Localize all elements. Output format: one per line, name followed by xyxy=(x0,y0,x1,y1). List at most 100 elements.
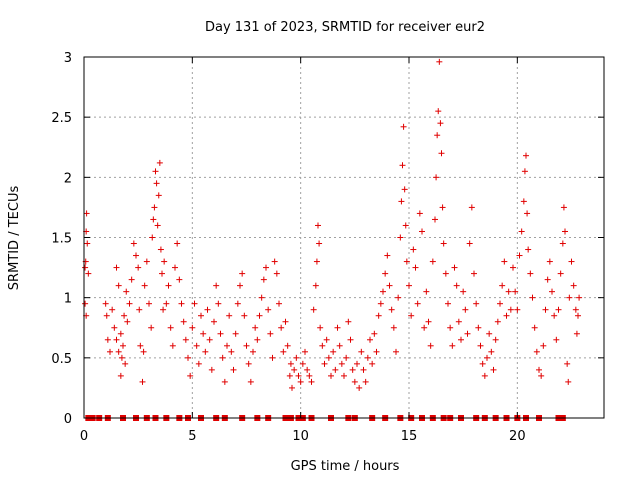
data-point-plus xyxy=(575,312,581,319)
data-point-plus xyxy=(380,288,386,295)
data-point-plus xyxy=(490,366,497,373)
data-point-plus xyxy=(176,276,183,283)
data-point-plus xyxy=(362,378,369,385)
data-point-plus xyxy=(512,288,519,295)
data-point-plus xyxy=(460,288,467,295)
data-point-plus xyxy=(247,378,254,385)
data-point-plus xyxy=(178,300,185,307)
data-point-plus xyxy=(113,336,120,343)
data-point-plus xyxy=(328,372,334,379)
data-point-plus xyxy=(140,348,147,355)
data-point-plus xyxy=(356,384,363,391)
data-point-plus xyxy=(250,348,256,355)
data-point-plus xyxy=(172,264,178,271)
data-point-plus xyxy=(191,300,198,307)
data-point-plus xyxy=(109,306,116,313)
data-point-plus xyxy=(531,324,538,331)
data-point-plus xyxy=(572,306,579,313)
data-point-plus xyxy=(316,240,323,247)
data-point-plus xyxy=(437,120,444,127)
data-point-plus xyxy=(148,324,155,331)
data-point-plus xyxy=(252,324,259,331)
data-point-plus xyxy=(332,366,339,373)
data-point-plus xyxy=(232,330,239,337)
data-point-plus xyxy=(468,204,475,211)
data-point-plus xyxy=(82,300,89,307)
data-point-plus xyxy=(282,318,289,325)
data-point-plus xyxy=(239,270,246,277)
data-point-plus xyxy=(492,336,499,343)
data-point-plus xyxy=(403,258,410,265)
data-point-plus xyxy=(113,264,120,271)
data-point-plus xyxy=(390,324,397,331)
data-point-plus xyxy=(369,360,376,367)
data-point-plus xyxy=(573,330,580,337)
data-point-plus xyxy=(169,342,176,349)
data-point-plus xyxy=(471,270,477,277)
data-point-plus xyxy=(319,342,326,349)
data-point-plus xyxy=(104,336,111,343)
data-point-plus xyxy=(107,348,113,355)
data-point-plus xyxy=(163,300,170,307)
data-point-plus xyxy=(401,186,408,193)
data-point-plus xyxy=(258,294,265,301)
data-point-plus xyxy=(514,306,521,313)
data-point-plus xyxy=(221,378,228,385)
data-point-plus xyxy=(349,366,356,373)
data-point-plus xyxy=(263,264,269,271)
data-point-plus xyxy=(449,342,456,349)
data-point-plus xyxy=(400,123,407,130)
data-point-plus xyxy=(501,258,508,265)
data-point-plus xyxy=(208,366,215,373)
data-point-plus xyxy=(150,216,157,223)
data-point-plus xyxy=(358,348,365,355)
data-point-plus xyxy=(497,300,503,307)
data-point-plus xyxy=(195,360,202,367)
data-point-plus xyxy=(135,264,142,271)
data-point-plus xyxy=(204,306,211,313)
data-point-plus xyxy=(323,336,330,343)
data-point-plus xyxy=(280,348,287,355)
data-point-plus xyxy=(152,168,159,175)
data-point-plus xyxy=(549,288,555,295)
data-point-plus xyxy=(546,258,553,265)
x-axis-label: GPS time / hours xyxy=(291,459,400,474)
data-point-plus xyxy=(421,324,428,331)
data-point-plus xyxy=(540,342,547,349)
data-point-plus xyxy=(293,354,300,361)
data-point-plus xyxy=(276,300,282,307)
data-point-plus xyxy=(111,324,118,331)
data-point-plus xyxy=(458,336,464,343)
y-tick-label: 0 xyxy=(64,412,72,427)
data-point-plus xyxy=(576,294,583,301)
data-point-plus xyxy=(429,258,436,265)
data-point-plus xyxy=(82,264,89,271)
data-point-plus xyxy=(398,198,405,205)
data-point-plus xyxy=(423,288,430,295)
data-point-plus xyxy=(416,210,423,217)
data-point-plus xyxy=(120,342,126,349)
data-point-plus xyxy=(451,264,458,271)
data-point-plus xyxy=(503,312,510,319)
data-point-plus xyxy=(256,312,263,319)
data-point-plus xyxy=(299,360,306,367)
data-point-plus xyxy=(529,294,536,301)
data-point-plus xyxy=(165,282,172,289)
data-point-plus xyxy=(160,306,167,313)
data-point-plus xyxy=(243,342,250,349)
data-point-plus xyxy=(520,198,527,205)
data-point-plus xyxy=(516,252,523,259)
data-point-plus xyxy=(433,174,440,181)
data-point-plus xyxy=(325,354,332,361)
data-point-plus xyxy=(117,330,124,337)
data-point-plus xyxy=(161,258,168,265)
x-tick-label: 5 xyxy=(188,429,196,444)
data-point-plus xyxy=(159,270,165,277)
data-point-plus xyxy=(364,354,371,361)
data-point-plus xyxy=(434,132,441,139)
data-point-plus xyxy=(126,300,133,307)
data-points xyxy=(82,58,583,391)
data-point-plus xyxy=(565,378,572,385)
data-point-plus xyxy=(304,366,311,373)
